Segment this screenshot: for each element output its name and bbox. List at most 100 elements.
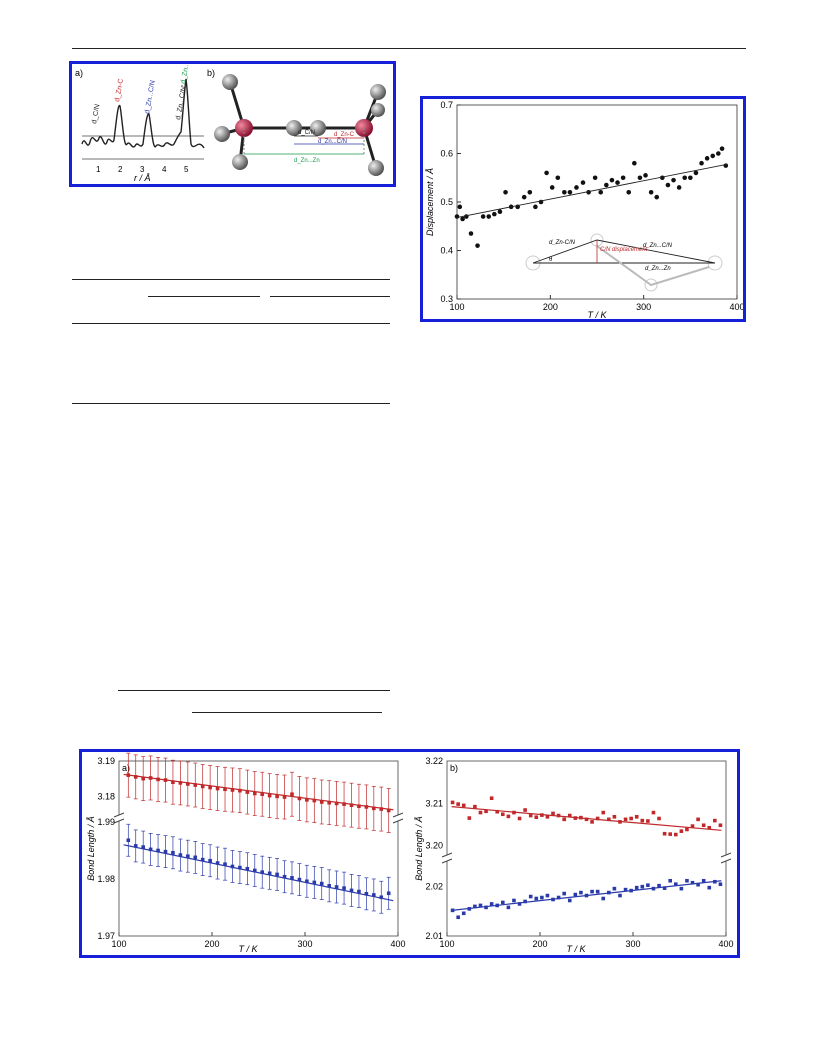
data-point	[668, 878, 672, 883]
data-point	[133, 844, 138, 848]
panel-a-x-tick: 1	[96, 165, 101, 174]
data-point	[208, 858, 212, 863]
y-tick-label: 3.18	[97, 791, 115, 801]
figure-1-frame: a) d_C/N d_Zn-C d_Zn...C/N d_Zn...C/N' d…	[69, 54, 396, 187]
x-tick-label: 100	[449, 302, 464, 312]
inset-label-zn-cn: d_Zn-C/N	[549, 240, 576, 246]
data-point	[141, 845, 145, 849]
panel-a-x-tick: 4	[162, 165, 167, 174]
data-point	[615, 180, 620, 185]
data-point	[312, 798, 317, 803]
peak-label-cn: d_C/N	[91, 104, 101, 125]
data-point	[612, 815, 617, 819]
data-point	[497, 209, 503, 214]
panel-a-label: a)	[75, 68, 83, 78]
data-point	[260, 792, 265, 797]
data-point	[478, 810, 483, 815]
y-tick-label: 0.7	[440, 100, 453, 110]
data-point	[634, 815, 639, 819]
data-point	[215, 786, 220, 791]
data-point	[549, 185, 555, 190]
data-point	[260, 870, 265, 874]
data-point	[456, 802, 460, 806]
data-point	[682, 175, 688, 181]
data-point	[701, 823, 706, 828]
data-point	[305, 798, 309, 802]
data-point	[713, 818, 717, 823]
data-point	[171, 780, 175, 784]
x-axis-label: T / K	[567, 944, 587, 954]
data-point	[640, 818, 645, 823]
panel-a-x-ticks: 1 2 3 4 5	[96, 165, 189, 174]
data-point	[349, 888, 354, 893]
data-point	[506, 905, 511, 910]
data-point	[489, 902, 494, 906]
data-point	[521, 194, 527, 200]
data-point	[696, 882, 700, 887]
data-point	[590, 820, 594, 824]
data-point	[696, 817, 700, 822]
data-point	[679, 886, 684, 891]
peak-label-znc: d_Zn-C	[114, 78, 125, 102]
data-point	[707, 825, 712, 830]
data-point	[492, 211, 497, 217]
data-point	[334, 885, 339, 889]
data-point	[486, 214, 492, 219]
data-point	[193, 783, 198, 787]
data-point	[364, 892, 369, 896]
data-point	[662, 886, 667, 890]
data-point	[141, 776, 145, 781]
y-tick-label: 0.4	[440, 246, 453, 256]
data-point	[275, 794, 279, 799]
data-point	[297, 796, 302, 801]
data-point	[460, 216, 465, 222]
data-point	[632, 160, 637, 166]
data-point	[657, 883, 661, 888]
panel-a-x-tick: 3	[140, 165, 145, 174]
data-point	[718, 882, 723, 886]
data-point	[200, 857, 205, 862]
data-point	[484, 809, 488, 814]
fit-line	[451, 806, 722, 831]
panel-a-x-tick: 5	[184, 165, 189, 174]
data-point	[245, 866, 250, 871]
y-tick-label: 0.5	[440, 197, 453, 207]
data-point	[506, 814, 511, 819]
data-point	[551, 811, 555, 816]
fit-line	[123, 773, 394, 811]
data-point	[252, 868, 257, 873]
table-mid-rule	[72, 323, 390, 324]
data-point	[528, 813, 533, 818]
data-point	[193, 855, 198, 860]
data-point	[238, 865, 242, 870]
dist-label-znzn: d_Zn...Zn	[294, 158, 320, 164]
figure-1: a) d_C/N d_Zn-C d_Zn...C/N d_Zn...C/N' d…	[75, 54, 386, 183]
data-point	[555, 175, 561, 181]
data-point	[238, 788, 242, 793]
data-point	[673, 882, 678, 886]
data-point	[186, 782, 190, 786]
data-point	[601, 896, 606, 901]
data-point	[668, 832, 672, 836]
data-point	[676, 185, 682, 190]
data-point	[342, 802, 346, 806]
data-point	[701, 878, 706, 883]
data-point	[671, 177, 676, 183]
data-point	[598, 190, 604, 195]
data-point	[604, 182, 609, 188]
data-point	[595, 889, 600, 894]
data-point	[267, 871, 272, 876]
data-point	[707, 885, 712, 890]
data-point	[252, 791, 257, 796]
data-point	[592, 175, 598, 181]
data-point	[178, 781, 183, 785]
data-point	[545, 893, 550, 898]
y-tick-label: 1.98	[97, 874, 115, 884]
data-point	[523, 808, 527, 812]
x-tick-label: 200	[204, 939, 219, 949]
data-point	[230, 864, 235, 869]
data-point	[503, 190, 508, 195]
data-point	[716, 151, 721, 156]
data-point	[567, 190, 573, 195]
data-point	[640, 884, 645, 889]
